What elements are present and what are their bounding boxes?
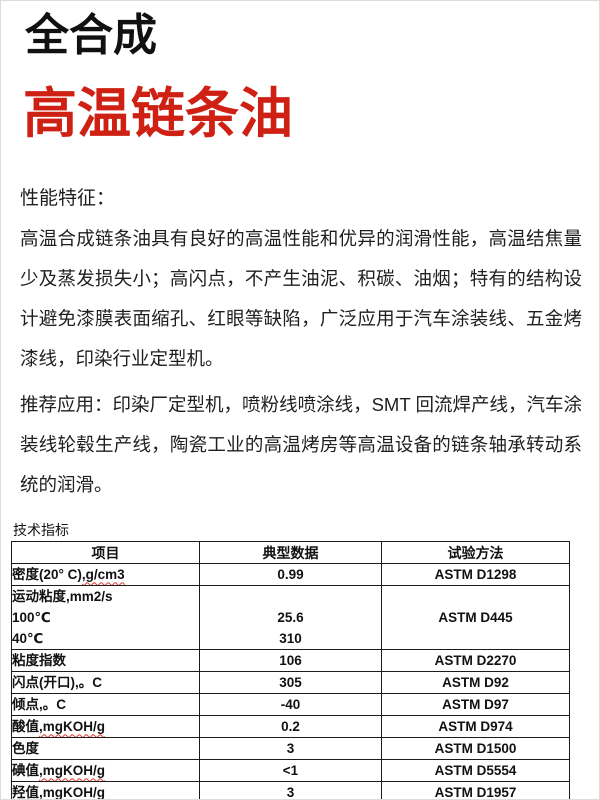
performance-paragraph: 高温合成链条油具有良好的高温性能和优异的润滑性能，高温结焦量 少及蒸发损失小；高… [20,219,582,379]
spec-method-cell: ASTM D2270 [381,649,570,672]
spec-method-cell: ASTM D5554 [381,759,570,782]
spec-item-cell: 色度 [11,737,200,760]
spellcheck-underlined-text: ,mgKOH/g [39,718,105,734]
spec-table-caption: 技术指标 [13,522,69,538]
text-line: 少及蒸发损失小；高闪点，不产生油泥、积碳、油烟；特有的结构设 [20,268,582,289]
spec-row-density: 密度(20° C),g/cm3 0.99 ASTM D1298 [11,563,570,586]
text-line: 统的润滑。 [20,474,113,495]
spec-value-cell: 3 [199,737,382,760]
spec-method-cell: ASTM D974 [381,715,570,738]
spec-row-flash-point: 闪点(开口),。C 305 ASTM D92 [11,671,570,694]
spec-item-cell: 倾点,。C [11,693,200,716]
item-text: 碘值 [12,762,40,778]
text-line: 高温合成链条油具有良好的高温性能和优异的润滑性能，高温结焦量 [20,228,582,249]
product-series-title: 全合成 [25,11,157,60]
item-text: 密度(20° C) [12,566,82,582]
spec-method-cell: ASTM D445 [381,585,570,650]
spec-row-viscosity: 运动粘度,mm2/s 100℃ 40℃ 25.6 310 ASTM D445 [11,585,570,650]
text-line: 漆线，印染行业定型机。 [20,348,224,369]
value-text: 310 [279,631,302,646]
text-line: 计避免漆膜表面缩孔、红眼等缺陷，广泛应用于汽车涂装线、五金烤 [20,308,582,329]
item-text: 羟值 [12,784,40,800]
spec-item-cell: 碘值,mgKOH/g [11,759,200,782]
spec-value-cell: 106 [199,649,382,672]
spec-value-cell: 25.6 310 [199,585,382,650]
spec-row-pour-point: 倾点,。C -40 ASTM D97 [11,693,570,716]
item-text: 酸值 [12,718,40,734]
spellcheck-underlined-text: ,g/cm3 [81,566,125,582]
spec-row-color: 色度 3 ASTM D1500 [11,737,570,760]
spec-value-cell: -40 [199,693,382,716]
spec-row-iodine-value: 碘值,mgKOH/g <1 ASTM D5554 [11,759,570,782]
application-paragraph: 推荐应用：印染厂定型机，喷粉线喷涂线，SMT 回流焊产线，汽车涂 装线轮毂生产线… [20,385,582,505]
spellcheck-underlined-text: ,mgKOH/g [39,784,105,800]
value-text [201,587,381,608]
spec-value-cell: 305 [199,671,382,694]
spec-value-cell: 0.99 [199,563,382,586]
spec-item-cell: 羟值,mgKOH/g [11,781,200,800]
item-text: 40℃ [12,631,44,646]
spec-method-cell: ASTM D1298 [381,563,570,586]
spec-item-cell: 密度(20° C),g/cm3 [11,563,200,586]
value-text: 25.6 [277,610,304,625]
spec-item-cell: 粘度指数 [11,649,200,672]
spec-row-viscosity-index: 粘度指数 106 ASTM D2270 [11,649,570,672]
spec-method-cell: ASTM D97 [381,693,570,716]
item-text: 运动粘度,mm2/s [12,589,113,604]
text-line: 装线轮毂生产线，陶瓷工业的高温烤房等高温设备的链条轴承转动系 [20,434,582,455]
text-line: 推荐应用：印染厂定型机，喷粉线喷涂线，SMT 回流焊产线，汽车涂 [20,394,582,415]
item-text: 100℃ [12,610,51,625]
spec-method-cell: ASTM D92 [381,671,570,694]
spec-item-cell: 运动粘度,mm2/s 100℃ 40℃ [11,585,200,650]
spec-value-cell: 3 [199,781,382,799]
spec-value-cell: 0.2 [199,715,382,738]
spec-row-acid-value: 酸值,mgKOH/g 0.2 ASTM D974 [11,715,570,738]
col-header-item: 项目 [11,541,200,564]
spec-method-cell: ASTM D1957 [381,781,570,799]
spec-table: 项目 典型数据 试验方法 密度(20° C),g/cm3 0.99 ASTM D… [11,541,570,800]
spec-row-hydroxyl-value: 羟值,mgKOH/g 3 ASTM D1957 [11,781,570,800]
performance-heading: 性能特征： [20,188,116,209]
spec-method-cell: ASTM D1500 [381,737,570,760]
spellcheck-underlined-text: ,mgKOH/g [39,762,105,778]
spec-header-row: 项目 典型数据 试验方法 [11,541,570,564]
col-header-typical-data: 典型数据 [199,541,382,564]
spec-value-cell: <1 [199,759,382,782]
product-name-title: 高温链条油 [23,84,293,144]
col-header-test-method: 试验方法 [381,541,570,564]
spec-item-cell: 酸值,mgKOH/g [11,715,200,738]
spec-item-cell: 闪点(开口),。C [11,671,200,694]
